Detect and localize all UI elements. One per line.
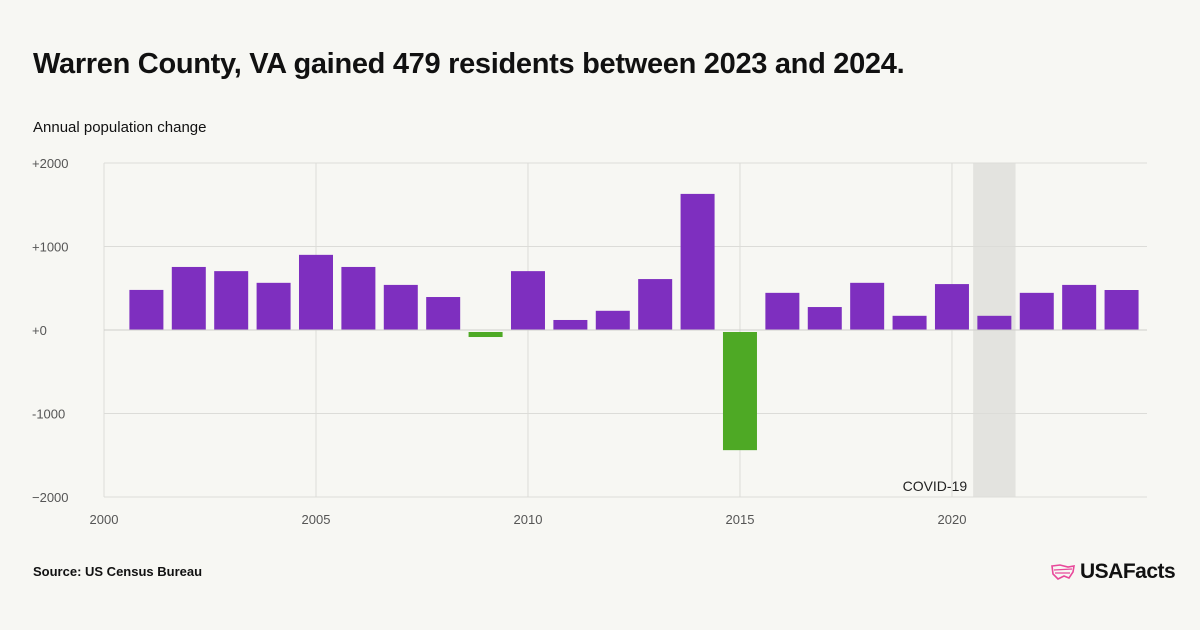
y-tick-label: +0 bbox=[32, 323, 47, 338]
bar-2010 bbox=[510, 271, 545, 330]
bar-2015 bbox=[722, 332, 757, 451]
bar-2017 bbox=[807, 307, 842, 330]
bar-2012 bbox=[595, 310, 630, 330]
bar-2003 bbox=[214, 271, 249, 330]
bar-2019 bbox=[892, 315, 927, 330]
usafacts-logo[interactable]: USAFacts bbox=[1050, 560, 1176, 584]
x-tick-label: 2005 bbox=[302, 512, 331, 527]
bar-2018 bbox=[850, 282, 885, 330]
bar-2004 bbox=[256, 282, 291, 330]
bar-2023 bbox=[1062, 284, 1097, 330]
bar-2001 bbox=[129, 289, 164, 330]
bar-2005 bbox=[298, 254, 333, 330]
us-map-icon bbox=[1051, 564, 1075, 580]
y-tick-label: +2000 bbox=[32, 156, 69, 171]
y-axis-label: Annual population change bbox=[33, 119, 207, 136]
bar-2021 bbox=[977, 315, 1012, 330]
x-tick-label: 2015 bbox=[726, 512, 755, 527]
covid-label: COVID-19 bbox=[903, 478, 968, 494]
bar-2014 bbox=[680, 193, 715, 330]
bar-2022 bbox=[1019, 292, 1054, 330]
x-tick-label: 2020 bbox=[938, 512, 967, 527]
bar-2016 bbox=[765, 292, 800, 330]
bar-2002 bbox=[171, 266, 206, 330]
bar-2007 bbox=[383, 284, 418, 330]
bar-2020 bbox=[934, 284, 969, 330]
logo-text: USAFacts bbox=[1080, 560, 1176, 583]
x-tick-label: 2010 bbox=[514, 512, 543, 527]
y-tick-label: −2000 bbox=[32, 490, 69, 505]
bar-2009 bbox=[468, 332, 503, 338]
y-tick-label: -1000 bbox=[32, 407, 65, 422]
y-tick-label: +1000 bbox=[32, 240, 69, 255]
source-note: Source: US Census Bureau bbox=[33, 564, 203, 579]
chart-title: Warren County, VA gained 479 residents b… bbox=[33, 48, 905, 80]
bar-2006 bbox=[341, 266, 376, 330]
x-tick-label: 2000 bbox=[90, 512, 119, 527]
bar-2024 bbox=[1104, 290, 1139, 330]
bar-2013 bbox=[638, 279, 673, 330]
bar-2011 bbox=[553, 319, 588, 330]
bar-2008 bbox=[426, 297, 461, 330]
